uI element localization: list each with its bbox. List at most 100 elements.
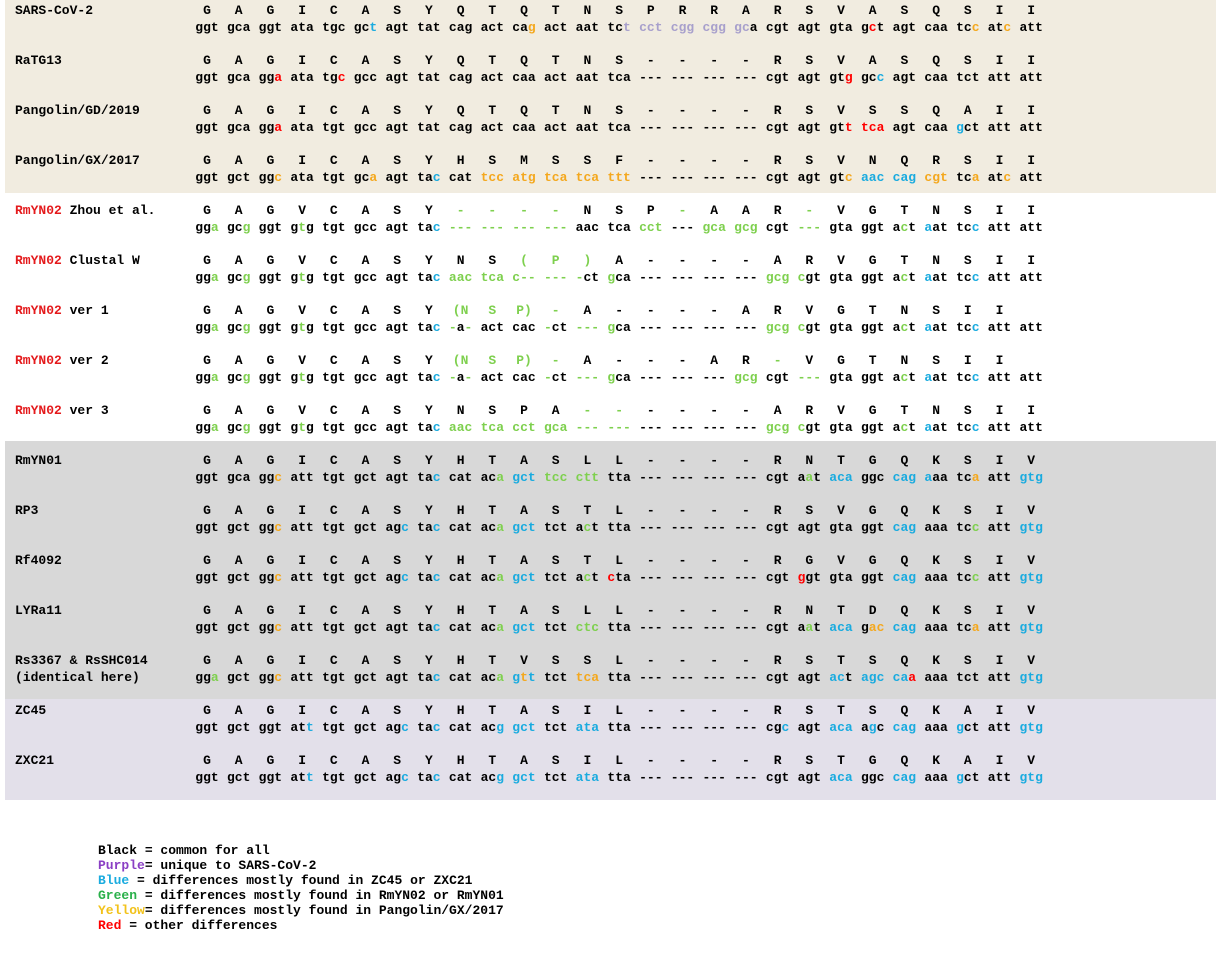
codon: tac: [417, 670, 441, 685]
codon: gta: [829, 320, 853, 335]
amino-acid: A: [741, 303, 750, 318]
amino-acid: R: [773, 203, 782, 218]
legend-entry: Yellow= differences mostly found in Pang…: [98, 903, 504, 918]
codon: gga: [195, 670, 219, 685]
amino-acid: I: [298, 453, 306, 468]
codon: agt: [385, 620, 409, 635]
amino-acid: A: [234, 103, 243, 118]
codon: ---: [639, 370, 663, 385]
codon: cag: [892, 720, 917, 735]
amino-acid: G: [266, 503, 275, 518]
amino-acid: A: [361, 253, 370, 268]
amino-acid: I: [298, 603, 306, 618]
amino-acid: T: [837, 603, 845, 618]
codon: att: [1019, 70, 1043, 85]
codon: ---: [734, 320, 758, 335]
amino-acid: G: [868, 553, 877, 568]
codon: agt: [797, 720, 822, 735]
codon: gct: [512, 470, 536, 485]
amino-acid: N: [805, 603, 814, 618]
codon: act: [575, 570, 600, 585]
amino-acid: I: [583, 703, 592, 718]
codon: act: [575, 520, 600, 535]
amino-acid: Q: [520, 53, 528, 68]
amino-acid: G: [266, 253, 275, 268]
amino-acid: Q: [900, 153, 909, 168]
codon: gga: [258, 70, 283, 85]
codon: gca: [607, 270, 631, 285]
codon: ggt: [258, 770, 283, 785]
codon: aat: [924, 270, 948, 285]
amino-acid: S: [393, 553, 402, 568]
codon: ---: [734, 70, 758, 85]
sequence-label-text: ZXC21: [15, 753, 55, 768]
amino-acid: S: [805, 703, 814, 718]
codon: tcc: [956, 570, 980, 585]
amino-acid: Y: [424, 53, 433, 68]
codon: agt: [385, 320, 409, 335]
codon: cac: [512, 320, 536, 335]
amino-acid: A: [234, 353, 243, 368]
codon: aat: [575, 20, 600, 35]
amino-acid: A: [361, 703, 370, 718]
codon: gcc: [353, 270, 378, 285]
codon: tca: [575, 670, 600, 685]
codon: aac: [448, 420, 473, 435]
codon: cgt: [765, 220, 790, 235]
codon: tac: [417, 520, 441, 535]
amino-acid: A: [520, 503, 528, 518]
codon: tgt: [322, 220, 346, 235]
legend-text: = common for all: [137, 843, 270, 858]
codon: att: [987, 570, 1012, 585]
amino-acid: Q: [520, 3, 528, 18]
amino-acid: I: [995, 603, 1004, 618]
codon: tac: [417, 570, 441, 585]
codon: ggc: [258, 570, 283, 585]
amino-acid: -: [773, 353, 782, 368]
codon: att: [987, 620, 1012, 635]
codon: ---: [702, 520, 726, 535]
codon: aaa: [924, 570, 948, 585]
codon: ggt: [860, 570, 885, 585]
codon: -ct: [543, 320, 568, 335]
amino-acid: K: [932, 453, 940, 468]
codon: ---: [734, 670, 758, 685]
amino-acid: S: [805, 503, 814, 518]
amino-acid: G: [266, 653, 275, 668]
amino-acid: H: [456, 753, 465, 768]
codon: att: [987, 70, 1012, 85]
codon: agt: [892, 120, 917, 135]
codon: ggt: [860, 220, 885, 235]
codon: gta: [829, 370, 853, 385]
amino-acid: T: [488, 753, 497, 768]
amino-acid: S: [393, 353, 402, 368]
amino-acid: L: [615, 653, 623, 668]
amino-acid: R: [773, 653, 782, 668]
codon: ggc: [258, 170, 283, 185]
codon: atc: [987, 20, 1012, 35]
amino-acid: A: [710, 203, 719, 218]
codon: tct: [543, 620, 568, 635]
amino-acid: S: [805, 3, 814, 18]
codon: caa: [924, 20, 948, 35]
amino-acid: C: [329, 53, 338, 68]
amino-acid: L: [615, 503, 623, 518]
amino-acid: I: [298, 703, 306, 718]
codon: cgt: [765, 170, 790, 185]
amino-acid: H: [456, 553, 465, 568]
amino-acid: A: [963, 103, 972, 118]
amino-acid: R: [773, 53, 782, 68]
amino-acid: A: [520, 703, 528, 718]
amino-acid: Y: [424, 203, 433, 218]
codon: gcg: [226, 320, 251, 335]
amino-acid: K: [932, 603, 940, 618]
amino-acid: -: [583, 403, 592, 418]
legend-entry: Green = differences mostly found in RmYN…: [98, 888, 504, 903]
codon: gta: [829, 520, 853, 535]
codon: cat: [448, 670, 473, 685]
amino-acid: S: [963, 403, 972, 418]
amino-acid: -: [741, 503, 750, 518]
amino-acid: -: [615, 303, 623, 318]
amino-acid: K: [932, 753, 940, 768]
